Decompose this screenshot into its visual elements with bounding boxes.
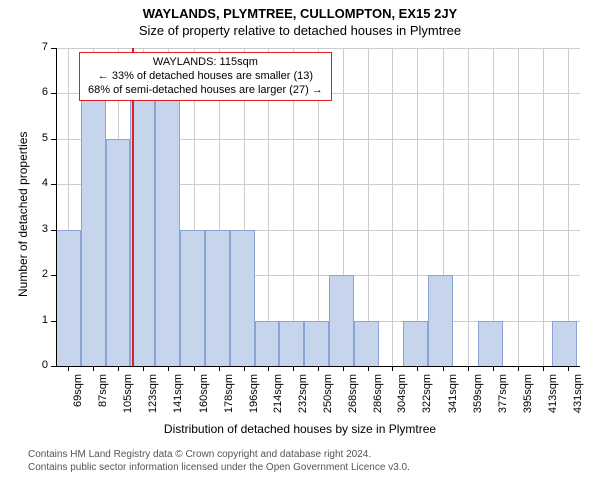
x-tick-label: 87sqm — [97, 374, 109, 420]
y-tick-label: 3 — [28, 223, 48, 235]
x-tick-label: 196sqm — [248, 374, 260, 420]
infobox-line1: WAYLANDS: 115sqm — [88, 56, 323, 70]
histogram-bar — [354, 321, 379, 366]
histogram-bar — [478, 321, 503, 366]
histogram-bar — [180, 230, 205, 366]
property-size-chart: WAYLANDS, PLYMTREE, CULLOMPTON, EX15 2JY… — [0, 0, 600, 38]
x-tick-label: 250sqm — [322, 374, 334, 420]
chart-title: WAYLANDS, PLYMTREE, CULLOMPTON, EX15 2JY — [0, 0, 600, 21]
footer-line2: Contains public sector information licen… — [28, 461, 410, 474]
infobox-line3: 68% of semi-detached houses are larger (… — [88, 84, 323, 98]
x-axis-line — [56, 366, 580, 367]
histogram-bar — [155, 93, 180, 366]
y-tick-label: 7 — [28, 41, 48, 53]
x-tick-label: 377sqm — [497, 374, 509, 420]
histogram-bar — [255, 321, 280, 366]
histogram-bar — [130, 93, 155, 366]
x-tick-label: 141sqm — [172, 374, 184, 420]
histogram-bar — [428, 275, 453, 366]
x-tick-label: 214sqm — [272, 374, 284, 420]
y-axis-line — [56, 48, 57, 366]
x-tick-label: 413sqm — [547, 374, 559, 420]
histogram-bar — [279, 321, 304, 366]
gridline-v — [543, 48, 544, 366]
x-tick-label: 178sqm — [223, 374, 235, 420]
property-infobox: WAYLANDS: 115sqm ← 33% of detached house… — [79, 52, 332, 101]
x-tick-label: 322sqm — [421, 374, 433, 420]
x-tick-label: 359sqm — [472, 374, 484, 420]
histogram-bar — [81, 93, 106, 366]
y-tick-label: 5 — [28, 132, 48, 144]
x-tick-label: 123sqm — [147, 374, 159, 420]
x-tick-label: 304sqm — [396, 374, 408, 420]
y-tick-label: 1 — [28, 314, 48, 326]
y-tick-label: 6 — [28, 86, 48, 98]
histogram-bar — [552, 321, 577, 366]
histogram-bar — [205, 230, 230, 366]
x-tick-label: 341sqm — [447, 374, 459, 420]
y-tick-label: 4 — [28, 177, 48, 189]
y-tick-label: 2 — [28, 268, 48, 280]
x-tick-label: 105sqm — [122, 374, 134, 420]
gridline-v — [368, 48, 369, 366]
histogram-bar — [304, 321, 329, 366]
x-tick-label: 431sqm — [572, 374, 584, 420]
x-tick-label: 232sqm — [297, 374, 309, 420]
x-tick-label: 395sqm — [522, 374, 534, 420]
histogram-bar — [403, 321, 428, 366]
chart-subtitle: Size of property relative to detached ho… — [0, 23, 600, 38]
gridline-v — [493, 48, 494, 366]
footer-line1: Contains HM Land Registry data © Crown c… — [28, 448, 410, 461]
gridline-v — [518, 48, 519, 366]
histogram-bar — [329, 275, 354, 366]
gridline-v — [568, 48, 569, 366]
infobox-line2: ← 33% of detached houses are smaller (13… — [88, 70, 323, 84]
histogram-bar — [56, 230, 81, 366]
histogram-bar — [106, 139, 131, 366]
x-tick-label: 160sqm — [198, 374, 210, 420]
x-tick-label: 286sqm — [372, 374, 384, 420]
x-tick-label: 268sqm — [347, 374, 359, 420]
y-tick-label: 0 — [28, 359, 48, 371]
gridline-v — [417, 48, 418, 366]
chart-footer: Contains HM Land Registry data © Crown c… — [28, 448, 410, 474]
gridline-v — [392, 48, 393, 366]
x-axis-label: Distribution of detached houses by size … — [0, 422, 600, 436]
histogram-bar — [230, 230, 255, 366]
x-tick-label: 69sqm — [72, 374, 84, 420]
gridline-v — [468, 48, 469, 366]
